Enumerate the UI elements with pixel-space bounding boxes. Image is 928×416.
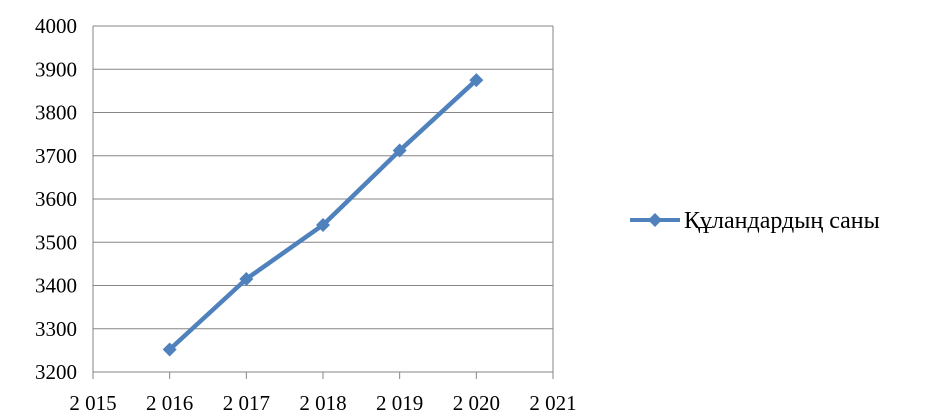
y-tick-label: 4000 xyxy=(35,14,77,38)
data-point-marker xyxy=(469,73,484,88)
x-tick-label: 2 017 xyxy=(223,391,270,415)
data-point-marker xyxy=(316,217,330,232)
y-tick-label: 3900 xyxy=(35,57,77,81)
x-tick-label: 2 018 xyxy=(299,391,346,415)
y-tick-label: 3300 xyxy=(35,317,77,341)
y-tick-label: 3500 xyxy=(35,230,77,254)
x-tick-label: 2 020 xyxy=(453,391,500,415)
y-tick-label: 3600 xyxy=(35,187,77,211)
gridlines xyxy=(93,25,553,330)
axes xyxy=(92,26,554,379)
x-tick-label: 2 015 xyxy=(69,391,116,415)
data-point-marker xyxy=(392,143,407,158)
data-point-marker xyxy=(239,272,254,287)
legend: Құландардың саны xyxy=(630,208,880,234)
x-tick-label: 2 021 xyxy=(529,391,576,415)
x-tick-label: 2 019 xyxy=(376,391,423,415)
y-tick-label: 3800 xyxy=(35,101,77,125)
legend-label: Құландардың саны xyxy=(684,208,880,234)
data-point-marker xyxy=(162,342,177,357)
series-layer xyxy=(162,73,484,357)
series-line xyxy=(168,78,478,352)
y-axis-tick-labels: 3200 3300 3400 3500 3600 3700 3800 3900 4000 xyxy=(35,14,77,384)
x-tick-label: 2 016 xyxy=(146,391,193,415)
legend-diamond-marker xyxy=(648,213,662,227)
x-axis-tick-labels: 2 015 2 016 2 017 2 018 2 019 2 020 2 021 xyxy=(69,391,576,415)
y-tick-label: 3400 xyxy=(35,274,77,298)
y-tick-label: 3200 xyxy=(35,360,77,384)
y-tick-label: 3700 xyxy=(35,144,77,168)
